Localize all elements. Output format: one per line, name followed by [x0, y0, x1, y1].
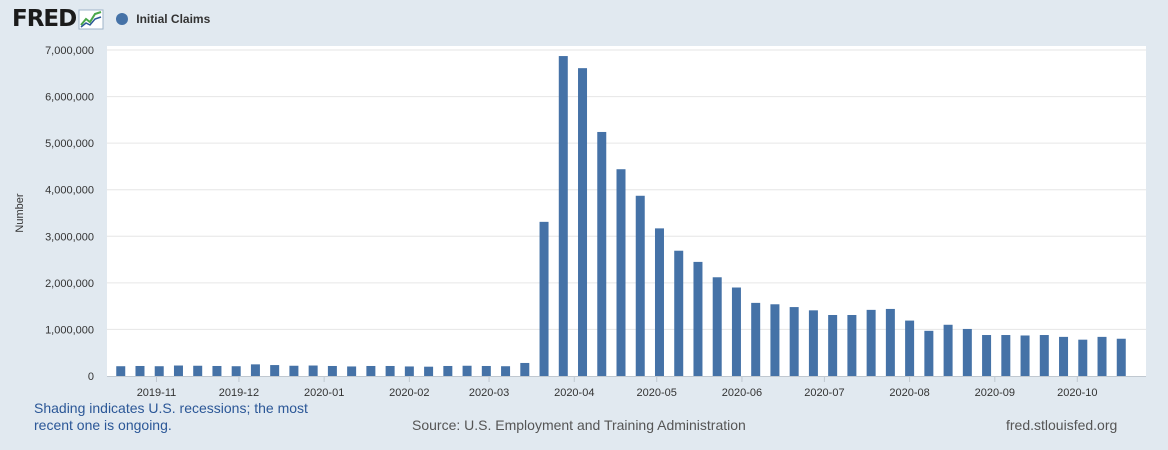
recession-note-line-2: recent one is ongoing. [34, 417, 172, 433]
bar[interactable] [943, 324, 953, 376]
bar[interactable] [1001, 335, 1011, 376]
chart-header: FRED Initial Claims [12, 4, 210, 34]
x-tick-label: 2020-02 [389, 387, 429, 399]
bar[interactable] [1020, 335, 1030, 376]
bar[interactable] [385, 365, 395, 376]
bar[interactable] [578, 68, 588, 377]
bar[interactable] [212, 365, 222, 376]
bar[interactable] [905, 320, 915, 376]
bar[interactable] [616, 169, 626, 376]
fred-logo-graph-icon [78, 9, 104, 30]
x-tick-label: 2020-06 [722, 387, 762, 399]
fred-logo: FRED [12, 6, 77, 32]
bar[interactable] [270, 365, 280, 376]
legend-marker [116, 13, 129, 25]
recession-note: Shading indicates U.S. recessions; the m… [34, 400, 324, 434]
bar[interactable] [693, 261, 703, 376]
bar[interactable] [866, 309, 876, 376]
bar[interactable] [712, 277, 722, 376]
bar[interactable] [539, 221, 549, 376]
x-tick-label: 2019-12 [219, 387, 259, 399]
x-tick-label: 2020-03 [469, 387, 509, 399]
bar[interactable] [674, 250, 684, 376]
bar[interactable] [597, 131, 607, 376]
bar[interactable] [135, 365, 145, 376]
bar[interactable] [327, 365, 337, 376]
bar[interactable] [982, 335, 992, 376]
bar[interactable] [770, 304, 780, 376]
y-tick-label: 5,000,000 [45, 138, 94, 150]
y-tick-label: 6,000,000 [45, 92, 94, 104]
bar[interactable] [231, 366, 241, 376]
x-tick-label: 2020-09 [975, 387, 1015, 399]
bar[interactable] [828, 314, 838, 376]
x-tick-label: 2020-04 [554, 387, 594, 399]
y-tick-label: 0 [88, 371, 94, 383]
bar[interactable] [250, 364, 260, 376]
bar[interactable] [789, 307, 799, 376]
bar[interactable] [847, 314, 857, 376]
bar[interactable] [885, 308, 895, 376]
x-tick-label: 2020-07 [804, 387, 844, 399]
bar[interactable] [193, 365, 203, 376]
plot-area [107, 46, 1146, 376]
bar[interactable] [424, 366, 434, 376]
x-tick-label: 2020-08 [889, 387, 929, 399]
y-tick-label: 3,000,000 [45, 231, 94, 243]
source-text: Source: U.S. Employment and Training Adm… [412, 417, 746, 433]
site-link[interactable]: fred.stlouisfed.org [1006, 417, 1118, 433]
bar[interactable] [1059, 336, 1069, 376]
bar[interactable] [635, 195, 645, 376]
bar[interactable] [1097, 336, 1107, 376]
y-tick-label: 4,000,000 [45, 185, 94, 197]
bar[interactable] [462, 365, 472, 376]
bar[interactable] [154, 366, 164, 376]
recession-note-line-1: Shading indicates U.S. recessions; the m… [34, 400, 308, 416]
bar[interactable] [404, 366, 414, 376]
bar[interactable] [173, 365, 183, 376]
bar-chart[interactable]: 0 1,000,000 2,000,000 3,000,000 4,000,000 5,0… [0, 0, 1168, 400]
bar[interactable] [962, 328, 972, 376]
bar[interactable] [1116, 338, 1126, 376]
bar[interactable] [443, 365, 453, 376]
y-tick-label: 2,000,000 [45, 278, 94, 290]
bar[interactable] [289, 365, 299, 376]
bar[interactable] [366, 365, 376, 376]
bar[interactable] [654, 228, 664, 376]
bar[interactable] [731, 287, 741, 376]
bar[interactable] [308, 365, 318, 376]
x-tick-label: 2019-11 [137, 387, 177, 399]
bar[interactable] [481, 365, 491, 376]
x-tick-label: 2020-10 [1057, 387, 1097, 399]
x-tick-label: 2020-01 [304, 387, 344, 399]
bar[interactable] [751, 302, 761, 376]
bar[interactable] [501, 366, 511, 376]
y-tick-label: 7,000,000 [45, 45, 94, 57]
bar[interactable] [1078, 339, 1088, 376]
bar[interactable] [520, 362, 530, 376]
x-tick-label: 2020-05 [637, 387, 677, 399]
bar[interactable] [1039, 335, 1049, 376]
legend-label: Initial Claims [136, 12, 211, 26]
legend[interactable]: Initial Claims [116, 12, 210, 26]
bar[interactable] [116, 366, 126, 376]
y-tick-label: 1,000,000 [45, 324, 94, 336]
y-axis-label: Number [14, 193, 26, 232]
bar[interactable] [924, 330, 934, 376]
bar[interactable] [347, 366, 357, 376]
bar[interactable] [808, 310, 818, 376]
bar[interactable] [558, 56, 568, 376]
